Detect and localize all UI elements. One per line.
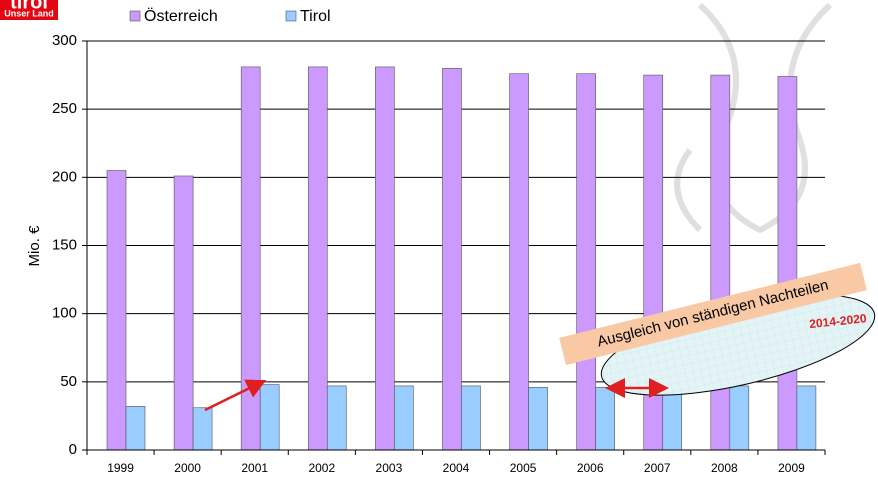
y-tick-label: 150 (52, 236, 77, 253)
x-tick-label: 2004 (443, 461, 470, 475)
bar (192, 407, 213, 451)
logo: tirol Unser Land (0, 0, 58, 20)
y-tick-label: 100 (52, 305, 77, 322)
arrow (204, 379, 267, 412)
logo-box (0, 0, 58, 20)
bar (173, 175, 194, 451)
logo-subtitle: Unser Land (4, 8, 54, 18)
x-tick-label: 2005 (510, 461, 537, 475)
bar (442, 67, 462, 451)
bar (461, 385, 481, 451)
y-tick-label: 50 (60, 373, 77, 390)
legend: Österreich Tirol (129, 7, 331, 25)
bar (528, 386, 548, 451)
bar (125, 406, 146, 451)
y-tick-label: 250 (52, 100, 77, 117)
bar (729, 385, 750, 451)
legend-swatch (285, 10, 297, 22)
x-tick-label: 2006 (577, 461, 604, 475)
x-tick-label: 2003 (376, 461, 403, 475)
bar (796, 385, 817, 451)
bar (394, 385, 414, 451)
x-tick-label: 2002 (308, 461, 335, 475)
legend-label: Tirol (300, 8, 331, 25)
bar (240, 66, 261, 451)
annotation-box (559, 262, 867, 366)
bar (509, 73, 529, 451)
bar (595, 386, 615, 451)
bar (662, 386, 683, 451)
y-tick-label: 300 (52, 32, 77, 49)
bar (710, 74, 731, 451)
watermark (674, 2, 833, 234)
x-tick-label: 2008 (711, 461, 738, 475)
bar (106, 170, 127, 451)
x-tick-label: 2009 (778, 461, 805, 475)
y-tick-label: 0 (69, 441, 77, 458)
bar (375, 66, 395, 451)
bar (777, 76, 798, 451)
logo-title: tirol (10, 0, 48, 13)
legend-swatch (129, 10, 141, 22)
bar (259, 384, 280, 451)
bar (576, 73, 596, 451)
x-tick-label: 2000 (174, 461, 201, 475)
x-tick-label: 1999 (107, 461, 134, 475)
x-tick-label: 2001 (241, 461, 268, 475)
y-axis-label: Mio. € (26, 225, 43, 267)
annotation-period: 2014-2020 (809, 311, 868, 331)
legend-label: Österreich (144, 7, 218, 25)
y-tick-label: 200 (52, 168, 77, 185)
bar (307, 66, 328, 451)
bar (326, 385, 347, 451)
x-tick-label: 2007 (644, 461, 671, 475)
plot: 0 50 100 150 200 250 300 1999 2000 2001 2002 2003 20… (52, 32, 826, 475)
